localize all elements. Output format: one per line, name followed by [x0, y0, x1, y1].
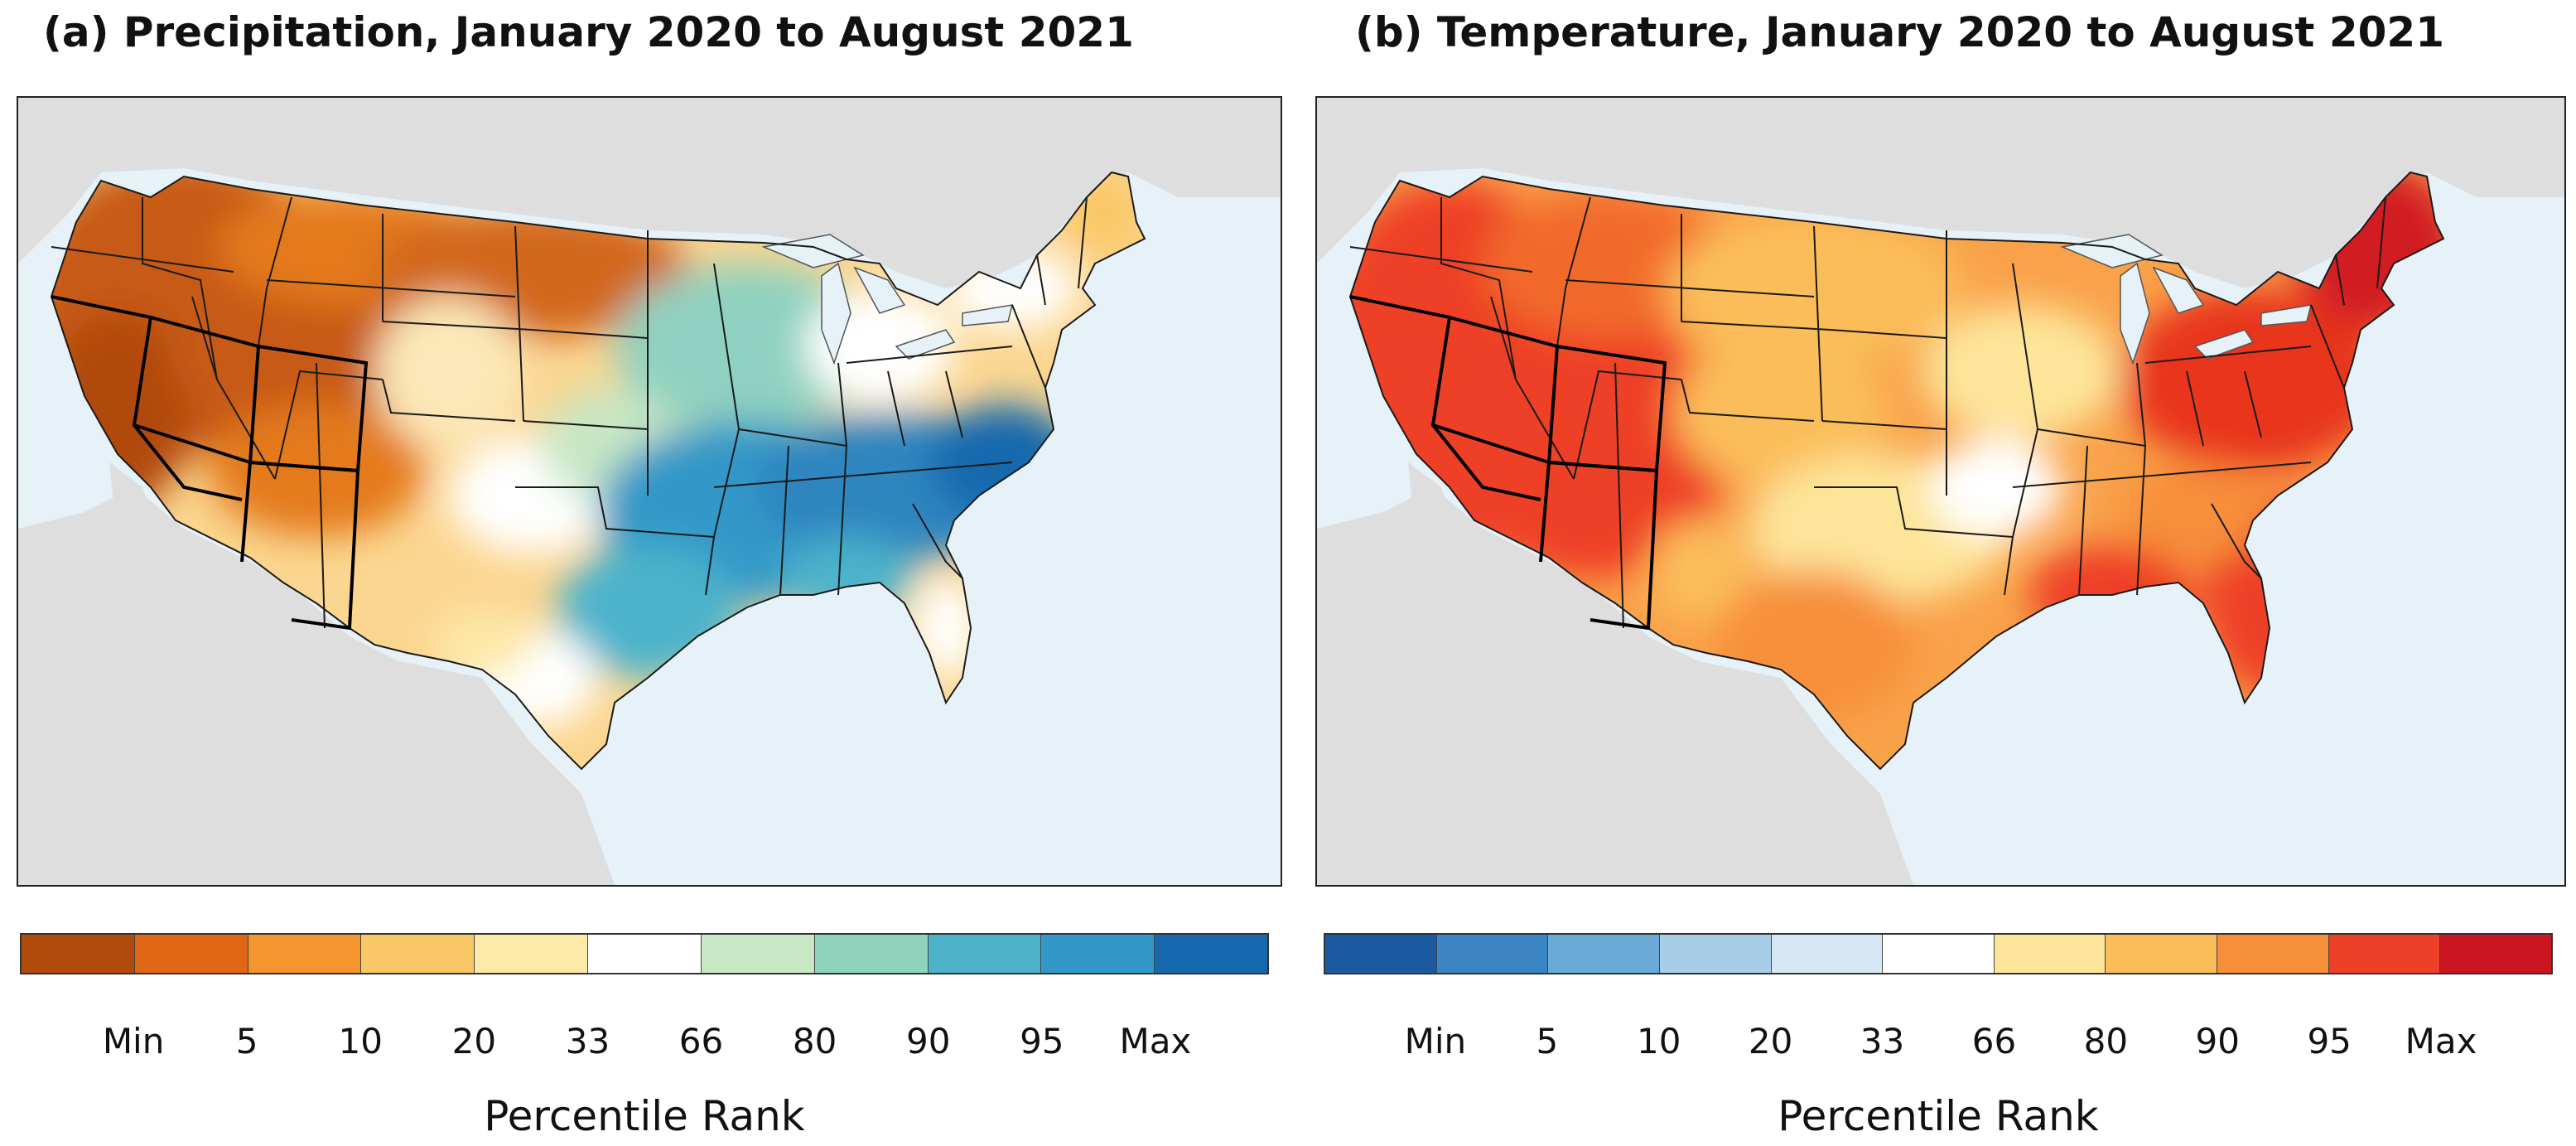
- precipitation-colorbar-swatch: [1155, 935, 1267, 973]
- precipitation-map-svg: [18, 98, 1281, 885]
- canada-landmass: [1317, 98, 2564, 288]
- precipitation-colorbar-swatch: [361, 935, 475, 973]
- precipitation-colorbar-tick-label: 5: [235, 1021, 258, 1061]
- great-lakes: [761, 234, 1014, 365]
- temperature-colorbar-tick-label: 10: [1636, 1021, 1681, 1061]
- temperature-colorbar-swatch: [2328, 935, 2441, 973]
- precipitation-colorbar-swatch: [22, 935, 135, 973]
- temperature-colorbar-tick-label: Min: [1404, 1021, 1467, 1061]
- temperature-colorbar-tick-label: 5: [1536, 1021, 1559, 1061]
- precipitation-map: [17, 96, 1282, 887]
- precipitation-colorbar-swatch: [701, 935, 815, 973]
- temperature-colorbar-swatch: [1548, 935, 1660, 973]
- temperature-colorbar-swatch: [2440, 935, 2552, 973]
- panel-b-title: (b) Temperature, January 2020 to August …: [1355, 8, 2445, 56]
- precipitation-colorbar-tick-label: 90: [905, 1021, 951, 1061]
- precipitation-colorbar-tick-label: 20: [451, 1021, 497, 1061]
- precipitation-colorbar-swatch: [814, 935, 929, 973]
- baja-peninsula: [109, 462, 225, 703]
- temperature-colorbar-swatch: [1883, 935, 1995, 973]
- panel-a-title: (a) Precipitation, January 2020 to Augus…: [43, 8, 1134, 56]
- southwest-outline: [1349, 295, 1667, 631]
- precipitation-colorbar-tick-label: Max: [1119, 1021, 1192, 1061]
- precipitation-colorbar-tick-label: 33: [565, 1021, 610, 1061]
- precipitation-colorbar-swatch: [475, 935, 589, 973]
- precipitation-colorbar-swatch: [134, 935, 248, 973]
- precipitation-colorbar-swatch: [928, 935, 1042, 973]
- temperature-colorbar: [1324, 933, 2553, 974]
- state-borders: [1348, 171, 2445, 771]
- precipitation-field: [51, 172, 1145, 728]
- precipitation-colorbar-tick-label: 95: [1020, 1021, 1064, 1061]
- precipitation-colorbar: [20, 933, 1269, 974]
- temperature-colorbar-swatch: [1659, 935, 1772, 973]
- precipitation-colorbar-label: Percentile Rank: [484, 1092, 805, 1140]
- canada-landmass: [18, 98, 1281, 288]
- baja-peninsula: [1408, 462, 1524, 703]
- temperature-colorbar-swatch: [2106, 935, 2218, 973]
- great-lakes: [2060, 234, 2313, 365]
- temperature-colorbar-tick-label: 66: [1971, 1021, 2017, 1061]
- precipitation-colorbar-swatch: [588, 935, 702, 973]
- temperature-colorbar-swatch: [1994, 935, 2106, 973]
- temperature-colorbar-swatch: [1325, 935, 1437, 973]
- precipitation-colorbar-tick-label: Min: [102, 1021, 165, 1061]
- temperature-colorbar-tick-label: Max: [2405, 1021, 2477, 1061]
- precipitation-colorbar-tick-label: 10: [338, 1021, 383, 1061]
- precipitation-colorbar-swatch: [1041, 935, 1155, 973]
- southwest-outline: [51, 295, 369, 631]
- temperature-colorbar-tick-label: 80: [2083, 1021, 2129, 1061]
- temperature-colorbar-label: Percentile Rank: [1778, 1092, 2099, 1140]
- precipitation-colorbar-tick-label: 80: [792, 1021, 837, 1061]
- temperature-map-svg: [1317, 98, 2564, 885]
- temperature-map: [1315, 96, 2566, 887]
- temperature-colorbar-swatch: [1771, 935, 1884, 973]
- precipitation-colorbar-swatch: [248, 935, 362, 973]
- temperature-colorbar-tick-label: 33: [1860, 1021, 1905, 1061]
- temperature-colorbar-tick-label: 90: [2195, 1021, 2240, 1061]
- temperature-colorbar-tick-label: 95: [2307, 1021, 2352, 1061]
- temperature-colorbar-swatch: [2217, 935, 2329, 973]
- temperature-colorbar-tick-label: 20: [1748, 1021, 1793, 1061]
- precipitation-colorbar-tick-label: 66: [678, 1021, 724, 1061]
- state-borders: [50, 171, 1146, 771]
- temperature-colorbar-swatch: [1436, 935, 1549, 973]
